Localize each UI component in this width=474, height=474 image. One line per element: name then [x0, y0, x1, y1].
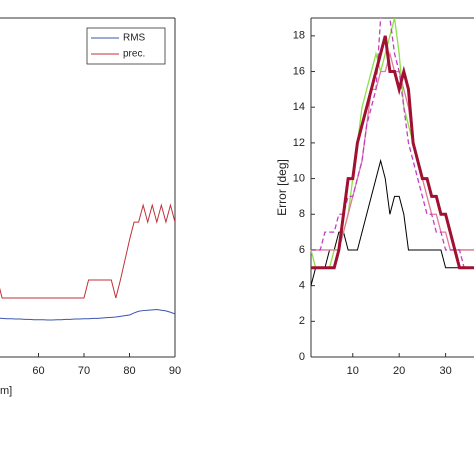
y-tick-label: 0 — [299, 351, 305, 363]
y-tick-label: 2 — [299, 315, 305, 327]
series-line — [0, 309, 175, 321]
y-tick-label: 12 — [293, 137, 305, 149]
series-line — [310, 158, 474, 286]
legend-label: RMS — [123, 33, 146, 44]
y-tick-label: 6 — [299, 244, 305, 256]
series-line — [311, 35, 474, 270]
y-tick-label: 16 — [293, 65, 305, 77]
series-line — [0, 203, 175, 299]
y-tick-label: 4 — [299, 280, 305, 292]
x-tick-label: 30 — [439, 365, 451, 377]
legend-box — [86, 27, 166, 65]
plot-area — [0, 203, 175, 321]
legend-label: prec. — [123, 49, 145, 60]
y-tick-label: 14 — [293, 101, 305, 113]
series-line — [311, 51, 474, 251]
x-tick-label: 80 — [123, 365, 135, 377]
y-tick-label: 18 — [293, 30, 305, 42]
y-tick-label: 8 — [299, 208, 305, 220]
series-line — [311, 18, 474, 269]
x-tick-label: 60 — [32, 365, 44, 377]
y-axis-label: Error [deg] — [275, 159, 289, 216]
x-tick-label: 70 — [78, 365, 90, 377]
x-tick-label: 90 — [169, 365, 181, 377]
x-tick-label: 20 — [393, 365, 405, 377]
x-axis-label: m] — [0, 385, 12, 397]
plot-area — [310, 18, 474, 286]
y-tick-label: 10 — [293, 172, 305, 184]
x-tick-label: 10 — [347, 365, 359, 377]
